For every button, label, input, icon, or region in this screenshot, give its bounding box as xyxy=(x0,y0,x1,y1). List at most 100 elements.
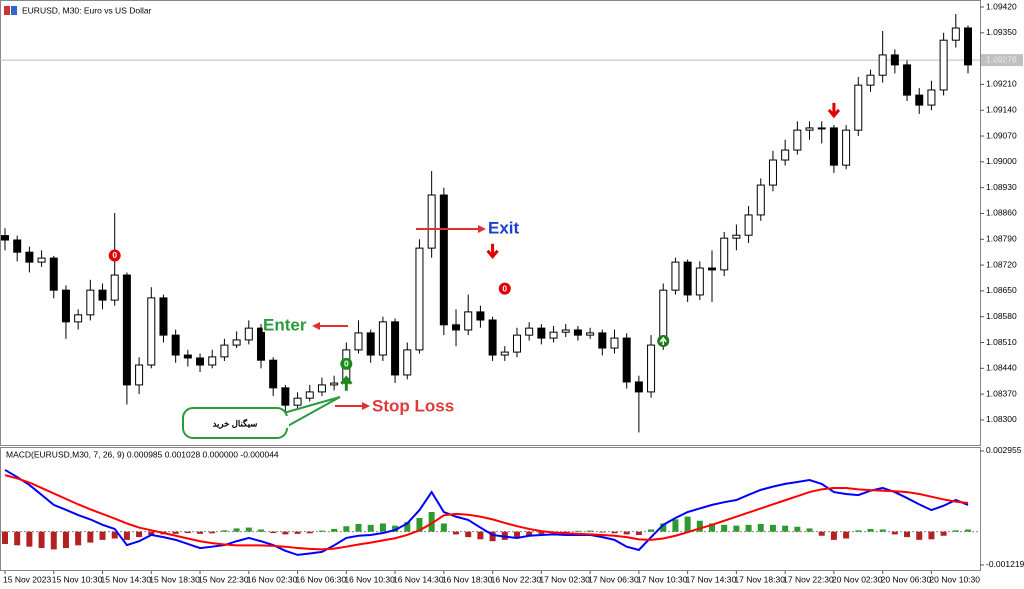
candle-body xyxy=(305,391,314,399)
chart-title: EURUSD, M30: Euro vs US Dollar xyxy=(22,5,152,15)
candle-body xyxy=(317,384,326,393)
candle-body xyxy=(720,237,729,271)
x-tick-label: 17 Nov 02:30 xyxy=(539,574,590,584)
x-tick-label: 20 Nov 06:30 xyxy=(881,574,932,584)
signal-arrow xyxy=(340,375,353,391)
histogram-bar xyxy=(87,531,94,543)
candle-body xyxy=(537,327,546,339)
y-tick-label: 1.08790 xyxy=(986,234,1017,244)
enter-label: Enter xyxy=(263,315,307,334)
arrow-head xyxy=(362,402,370,410)
macd-line xyxy=(4,469,969,556)
candle-body xyxy=(878,54,887,76)
candle-body xyxy=(61,289,70,323)
candle-body xyxy=(586,332,595,336)
candle-body xyxy=(622,337,631,383)
candle-body xyxy=(500,351,509,356)
candle-body xyxy=(964,27,972,66)
icon-part xyxy=(11,6,17,15)
x-tick-label: 17 Nov 22:30 xyxy=(783,574,834,584)
histogram-bar xyxy=(404,522,411,532)
y-tick-label: 1.09420 xyxy=(986,1,1017,11)
signal-label: 0 xyxy=(112,250,117,260)
candle-body xyxy=(573,329,582,336)
candle-body xyxy=(915,94,924,106)
x-tick-label: 15 Nov 14:30 xyxy=(101,574,152,584)
histogram-bar xyxy=(709,523,716,532)
stop-loss-label: Stop Loss xyxy=(372,396,454,415)
x-tick-label: 16 Nov 18:30 xyxy=(442,574,493,584)
candle-body xyxy=(1,235,9,241)
histogram-bar xyxy=(453,531,460,535)
y-tick-label: -0.001219 xyxy=(986,559,1024,569)
y-tick-label: 0.002955 xyxy=(986,445,1022,455)
y-tick-label: 1.09350 xyxy=(986,27,1017,37)
histogram-bar xyxy=(172,531,179,534)
histogram-bar xyxy=(843,531,850,539)
candle-body xyxy=(244,327,253,341)
histogram-bar xyxy=(513,531,520,538)
histogram-bar xyxy=(782,525,789,532)
histogram-bar xyxy=(696,520,703,532)
histogram-bar xyxy=(611,531,618,534)
candle-body xyxy=(525,327,534,336)
y-tick-label: 1.09210 xyxy=(986,79,1017,89)
histogram-bar xyxy=(928,531,935,540)
x-tick-label: 16 Nov 22:30 xyxy=(491,574,542,584)
candle-body xyxy=(890,54,899,66)
x-tick-label: 17 Nov 06:30 xyxy=(588,574,639,584)
y-tick-label: 1.09140 xyxy=(986,104,1017,114)
candle-body xyxy=(866,74,875,86)
macd-line xyxy=(4,474,969,551)
candle-body xyxy=(903,64,912,96)
histogram-bar xyxy=(416,518,423,532)
exit-label: Exit xyxy=(488,218,520,237)
histogram-bar xyxy=(221,530,228,532)
histogram-bar xyxy=(538,531,545,534)
arrow-head xyxy=(478,225,486,233)
histogram-bar xyxy=(684,516,691,532)
histogram-bar xyxy=(14,531,21,546)
stop-loss-arrow xyxy=(335,402,370,410)
candle-body xyxy=(793,129,802,151)
candle-body xyxy=(171,334,180,356)
candle-body xyxy=(598,332,607,349)
histogram-bar xyxy=(111,531,118,539)
candle-body xyxy=(817,127,826,130)
symbol-icon xyxy=(4,6,17,15)
histogram-bar xyxy=(733,525,740,532)
enter-arrow xyxy=(312,322,348,330)
candle-body xyxy=(829,127,838,166)
signal-label: 0 xyxy=(502,283,507,293)
histogram-bar xyxy=(331,528,338,532)
histogram-bar xyxy=(489,531,496,542)
histogram-bar xyxy=(123,531,130,540)
candle-body xyxy=(98,289,107,301)
x-tick-label: 17 Nov 18:30 xyxy=(734,574,785,584)
histogram-bar xyxy=(282,531,289,535)
x-tick-label: 16 Nov 02:30 xyxy=(247,574,298,584)
histogram-bar xyxy=(99,531,106,540)
histogram-bar xyxy=(904,531,911,538)
candle-body xyxy=(403,349,412,376)
histogram-bar xyxy=(623,531,630,535)
histogram-bar xyxy=(306,531,313,534)
candle-body xyxy=(927,89,936,106)
candle-body xyxy=(391,321,400,376)
candle-body xyxy=(183,354,192,359)
histogram-bar xyxy=(952,530,959,532)
candle-body xyxy=(439,194,448,326)
candle-body xyxy=(281,387,290,406)
histogram-bar xyxy=(855,530,862,532)
candle-body xyxy=(842,129,851,166)
candle-body xyxy=(683,261,692,296)
candle-body xyxy=(269,359,278,389)
candle-body xyxy=(634,381,643,393)
x-tick-label: 15 Nov 2023 xyxy=(3,574,51,584)
x-tick-label: 16 Nov 14:30 xyxy=(393,574,444,584)
y-tick-label: 1.09000 xyxy=(986,156,1017,166)
macd-title: MACD(EURUSD,M30, 7, 26, 9) 0.000985 0.00… xyxy=(6,449,279,459)
candle-body xyxy=(196,357,205,366)
